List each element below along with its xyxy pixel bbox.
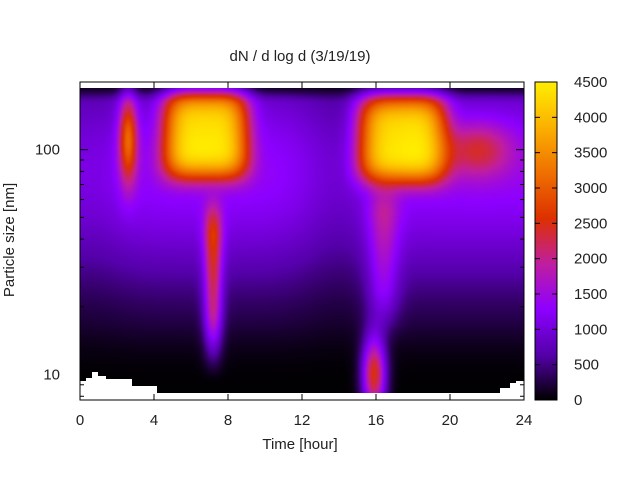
x-tick-label: 12 [294, 412, 311, 429]
y-axis: 10 100 [35, 81, 524, 397]
heatmap-field [80, 88, 524, 400]
colorbar-tick-label: 0 [574, 392, 582, 409]
colorbar-ticks: 0 500 1000 1500 2000 2500 3000 3500 4000 4500 [535, 74, 607, 409]
x-tick-label: 24 [516, 412, 533, 429]
colorbar-tick-label: 2500 [574, 215, 607, 232]
colorbar: 0 500 1000 1500 2000 2500 3000 3500 4000 4500 [534, 74, 607, 409]
x-tick-label: 20 [442, 412, 459, 429]
colorbar-tick-label: 500 [574, 357, 599, 374]
x-tick-label: 16 [368, 412, 385, 429]
colorbar-tick-label: 1500 [574, 286, 607, 303]
colorbar-gradient [534, 81, 558, 401]
y-tick-label: 10 [43, 366, 60, 383]
x-tick-label: 0 [76, 412, 84, 429]
colorbar-tick-label: 1000 [574, 321, 607, 338]
x-axis: 0 4 8 12 16 20 24 [76, 82, 533, 429]
y-axis-label: Particle size [nm] [1, 183, 18, 297]
y-tick-label: 100 [35, 142, 60, 159]
x-tick-label: 8 [224, 412, 232, 429]
chart-title: dN / d log d (3/19/19) [230, 48, 371, 65]
no-data-region [80, 372, 524, 400]
colorbar-tick-label: 4000 [574, 109, 607, 126]
heatmap-image [80, 88, 524, 400]
x-axis-label: Time [hour] [262, 436, 337, 453]
colorbar-tick-label: 4500 [574, 74, 607, 91]
colorbar-tick-label: 2000 [574, 251, 607, 268]
colorbar-tick-label: 3500 [574, 145, 607, 162]
x-tick-label: 4 [150, 412, 158, 429]
colorbar-tick-label: 3000 [574, 180, 607, 197]
